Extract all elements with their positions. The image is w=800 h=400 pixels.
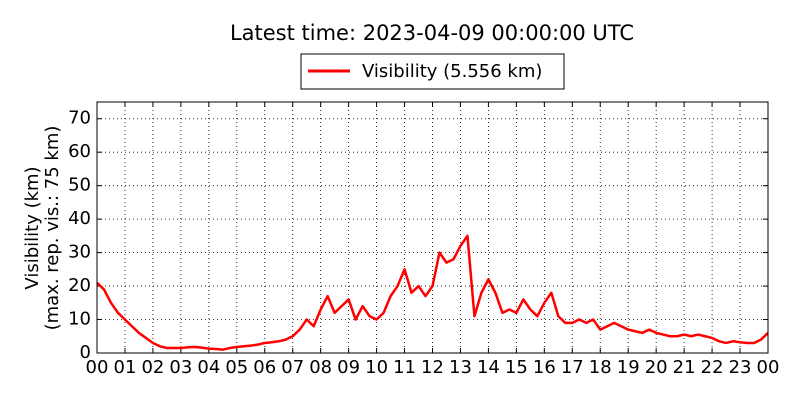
x-tick-label: 09 (337, 357, 360, 378)
x-tick-label: 06 (253, 357, 276, 378)
y-tick-label: 10 (68, 309, 91, 330)
y-tick-label: 20 (68, 275, 91, 296)
y-axis-label: Visibility (km) (22, 166, 43, 289)
y-tick-label: 60 (68, 141, 91, 162)
chart-title: Latest time: 2023-04-09 00:00:00 UTC (230, 21, 634, 45)
x-tick-label: 08 (309, 357, 332, 378)
x-tick-label: 03 (169, 357, 192, 378)
x-tick-label: 17 (561, 357, 584, 378)
data-line (96, 234, 769, 351)
x-tick-label: 15 (505, 357, 528, 378)
y-tick-label: 70 (68, 108, 91, 129)
y-tick-label: 50 (68, 175, 91, 196)
y-tick-label: 30 (68, 242, 91, 263)
x-tick-label: 11 (393, 357, 416, 378)
legend-label: Visibility (5.556 km) (362, 61, 542, 82)
x-tick-label: 23 (729, 357, 752, 378)
x-tick-label: 18 (589, 357, 612, 378)
x-tick-label: 16 (533, 357, 556, 378)
y-tick-label: 40 (68, 208, 91, 229)
x-tick-label: 20 (645, 357, 668, 378)
y-axis-label: (max. rep. vis.: 75 km) (42, 126, 63, 331)
x-tick-label: 01 (114, 357, 137, 378)
x-tick-label: 22 (701, 357, 724, 378)
x-tick-label: 12 (421, 357, 444, 378)
x-tick-label: 14 (477, 357, 500, 378)
x-tick-label: 04 (197, 357, 220, 378)
x-tick-label: 05 (225, 357, 248, 378)
x-tick-label: 00 (757, 357, 780, 378)
y-tick-label: 0 (80, 342, 91, 363)
x-tick-label: 10 (365, 357, 388, 378)
x-tick-label: 07 (281, 357, 304, 378)
x-tick-label: 00 (86, 357, 109, 378)
x-tick-label: 21 (673, 357, 696, 378)
x-tick-label: 19 (617, 357, 640, 378)
x-tick-label: 13 (449, 357, 472, 378)
plot-frame (96, 101, 769, 354)
x-tick-label: 02 (141, 357, 164, 378)
